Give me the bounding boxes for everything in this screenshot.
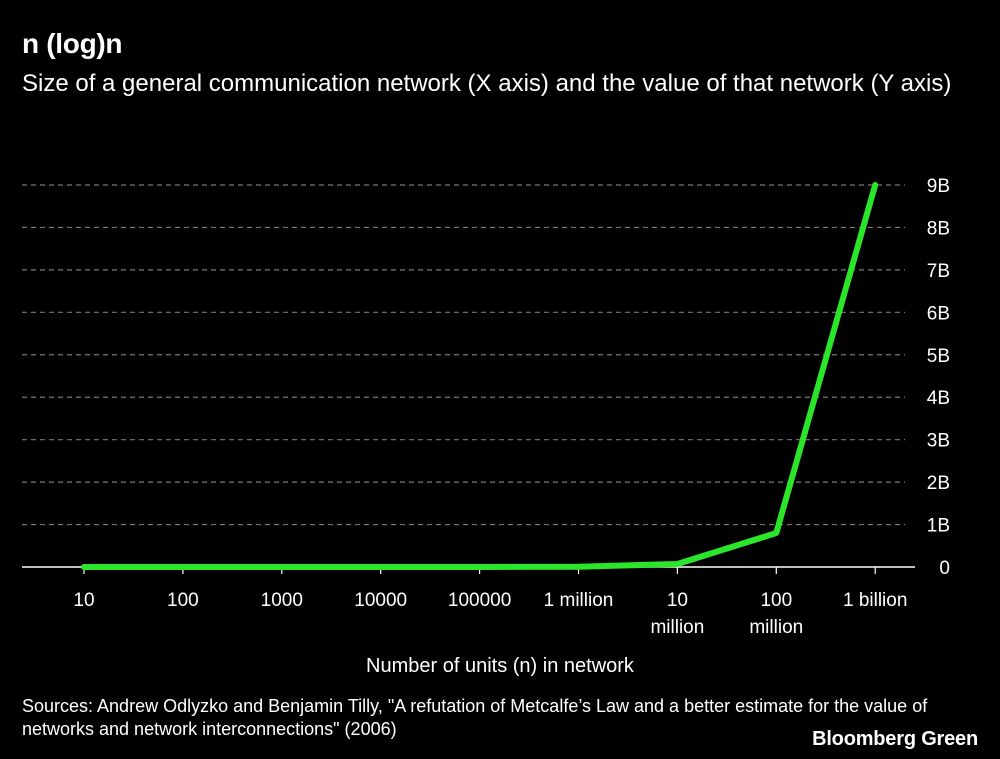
series-layer: [81, 182, 879, 570]
line-chart: 0 1B 2B 3B 4B 5B 6B 7B 8B 9B 10 100 1000 10000 100000…: [22, 176, 950, 638]
x-axis-ticks: 10 100 1000 10000 100000 1 million 10 million 10…: [73, 567, 907, 638]
data-point: [479, 566, 481, 568]
data-point: [83, 566, 85, 568]
gridlines: [22, 184, 915, 568]
brand-logo: Bloomberg Green: [812, 728, 978, 750]
x-tick-label: million: [749, 617, 803, 638]
y-axis-ticks: 0 1B 2B 3B 4B 5B 6B 7B 8B 9B: [927, 176, 950, 579]
data-point: [182, 566, 184, 568]
x-tick-label: 100000: [448, 590, 511, 611]
x-tick-label: 10: [667, 590, 688, 611]
y-tick-label: 3B: [927, 431, 950, 452]
series-line: [81, 182, 879, 570]
y-tick-label: 8B: [927, 218, 950, 239]
y-tick-label: 6B: [927, 303, 950, 324]
x-tick-label: 10000: [354, 590, 407, 611]
x-axis-label: Number of units (n) in network: [366, 655, 634, 677]
x-tick-label: 10: [73, 590, 94, 611]
y-tick-label: 4B: [927, 388, 950, 409]
y-tick-label: 5B: [927, 346, 950, 367]
data-point: [676, 563, 678, 565]
y-tick-label: 7B: [927, 261, 950, 282]
chart-subtitle: Size of a general communication network …: [22, 70, 952, 97]
data-point: [775, 532, 777, 534]
x-tick-label: 1 billion: [843, 590, 907, 611]
data-point: [380, 566, 382, 568]
data-point: [578, 566, 579, 568]
source-note: Sources: Andrew Odlyzko and Benjamin Til…: [22, 696, 928, 739]
y-tick-label: 2B: [927, 473, 950, 494]
x-tick-label: million: [650, 617, 704, 638]
data-point: [281, 566, 283, 568]
y-tick-label: 9B: [927, 176, 950, 197]
x-tick-label: 100: [760, 590, 792, 611]
chart-title: n (log)n: [22, 28, 123, 59]
y-tick-label: 1B: [927, 516, 950, 537]
y-tick-label: 0: [939, 558, 950, 579]
x-tick-label: 100: [167, 590, 199, 611]
data-point: [874, 184, 876, 186]
x-tick-label: 1000: [261, 590, 303, 611]
x-tick-label: 1 million: [544, 590, 614, 611]
